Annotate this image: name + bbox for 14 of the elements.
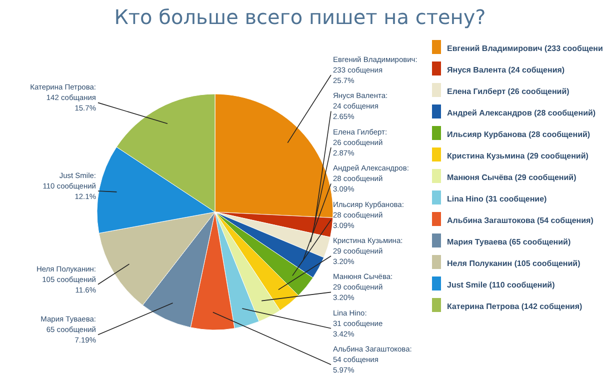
legend-label: Катерина Петрова (142 собщения) [447,302,583,311]
legend-label: Альбина Загаштокова (54 собщения) [447,216,594,225]
legend-label: Ильсияр Курбанова (28 сообщений) [447,130,590,139]
legend-label: Манюня Сычёва (29 сообщений) [447,173,577,182]
legend-label: Януся Валента (24 собщения) [447,66,565,74]
legend-label: Неля Полуканин (105 сообщений) [447,259,581,268]
chart-title: Кто больше всего пишет на стену? [114,5,486,29]
legend-label: Евгений Владимирович (233 сообщени [447,44,603,53]
legend-label: Мария Туваева (65 сообщений) [447,238,571,246]
legend-label: Андрей Александров (28 сообщений) [447,108,596,118]
legend-label: Just Smile (110 сообщений) [447,280,556,290]
legend-label: Кристина Кузьмина (29 сообщений) [447,152,589,160]
legend-label: Елена Гилберт (26 сообщений) [447,87,570,96]
legend-label: Lina Hino (31 сообщение) [447,194,548,204]
